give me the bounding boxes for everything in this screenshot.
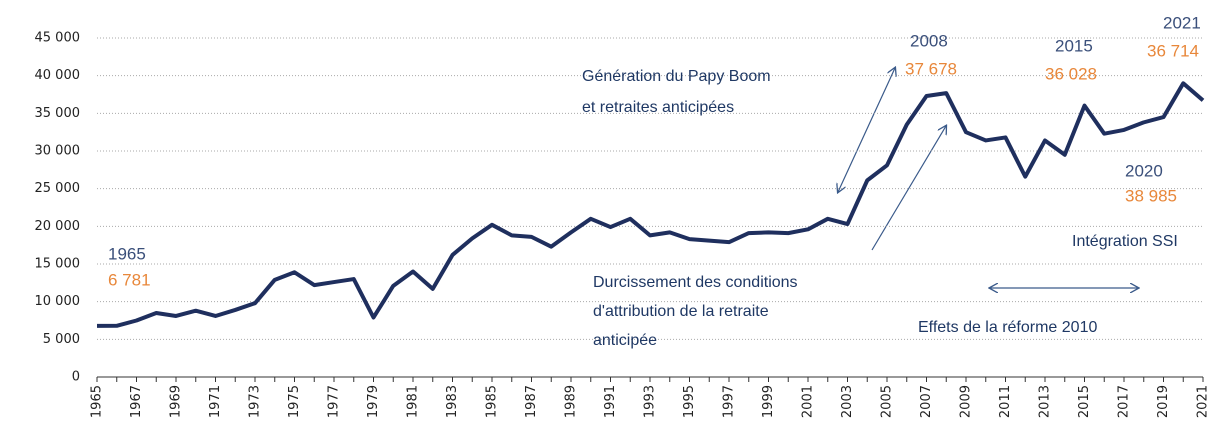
line <box>96 81 1205 328</box>
y-tick-label: 20 000 <box>35 219 81 234</box>
x-tick-label: 2015 <box>1077 385 1092 418</box>
x-tick-label: 1977 <box>327 385 342 418</box>
x-tick-label: 1987 <box>524 385 539 418</box>
y-tick-label: 25 000 <box>35 181 81 196</box>
x-tick-label: 1975 <box>287 385 302 418</box>
x-tick-label: 2011 <box>998 385 1013 418</box>
x-tick-label: 1993 <box>643 385 658 418</box>
annotation: Durcissement des conditions <box>593 274 798 291</box>
value-label: 38 985 <box>1125 186 1177 205</box>
y-tick-label: 45 000 <box>35 31 81 46</box>
x-tick-label: 2019 <box>1156 385 1171 418</box>
annotation: anticipée <box>593 332 657 349</box>
x-tick-label: 1969 <box>169 385 184 418</box>
annotation: 2015 <box>1055 36 1093 55</box>
x-tick-label: 1997 <box>722 385 737 418</box>
x-tick-label: 2009 <box>959 385 974 418</box>
annotation: 2021 <box>1163 13 1201 32</box>
annotation: Génération du Papy Boom <box>582 68 771 85</box>
annotation: d'attribution de la retraite <box>593 303 769 320</box>
y-tick-label: 15 000 <box>35 257 81 272</box>
annotation: 1965 <box>108 244 146 263</box>
x-tick-label: 2021 <box>1196 385 1211 418</box>
x-tick-label: 2003 <box>840 385 855 418</box>
y-tick-label: 10 000 <box>35 294 81 309</box>
x-tick-label: 2001 <box>801 385 816 418</box>
arrow <box>871 126 946 251</box>
x-tick-label: 1973 <box>248 385 263 418</box>
y-tick-label: 30 000 <box>35 144 81 159</box>
x-tick-label: 1983 <box>445 385 460 418</box>
value-label: 37 678 <box>905 59 957 78</box>
x-tick-label: 1995 <box>682 385 697 418</box>
y-tick-label: 0 <box>72 370 80 385</box>
y-tick-label: 40 000 <box>35 68 81 83</box>
x-tick-label: 2005 <box>880 385 895 418</box>
arrow <box>838 68 895 192</box>
y-tick-label: 5 000 <box>43 332 80 347</box>
annotation: Intégration SSI <box>1072 233 1178 250</box>
annotation: et retraites anticipées <box>582 99 734 116</box>
value-label: 36 714 <box>1147 41 1199 60</box>
x-tick-label: 1999 <box>761 385 776 418</box>
x-tick-label: 2017 <box>1117 385 1132 418</box>
x-tick-label: 2007 <box>919 385 934 418</box>
x-tick-label: 1981 <box>406 385 421 418</box>
x-tick-label: 1985 <box>485 385 500 418</box>
annotation: 2008 <box>910 31 948 50</box>
x-tick-label: 1989 <box>564 385 579 418</box>
x-tick-label: 1979 <box>366 385 381 418</box>
x-tick-label: 1971 <box>208 385 223 418</box>
value-label: 36 028 <box>1045 64 1097 83</box>
annotation: 2020 <box>1125 161 1163 180</box>
value-label: 6 781 <box>108 270 151 289</box>
x-tick-label: 1967 <box>129 385 144 418</box>
y-tick-label: 35 000 <box>35 106 81 121</box>
x-tick-label: 1991 <box>603 385 618 418</box>
x-tick-label: 1965 <box>90 385 105 418</box>
annotation: Effets de la réforme 2010 <box>918 319 1097 336</box>
x-tick-label: 2013 <box>1038 385 1053 418</box>
